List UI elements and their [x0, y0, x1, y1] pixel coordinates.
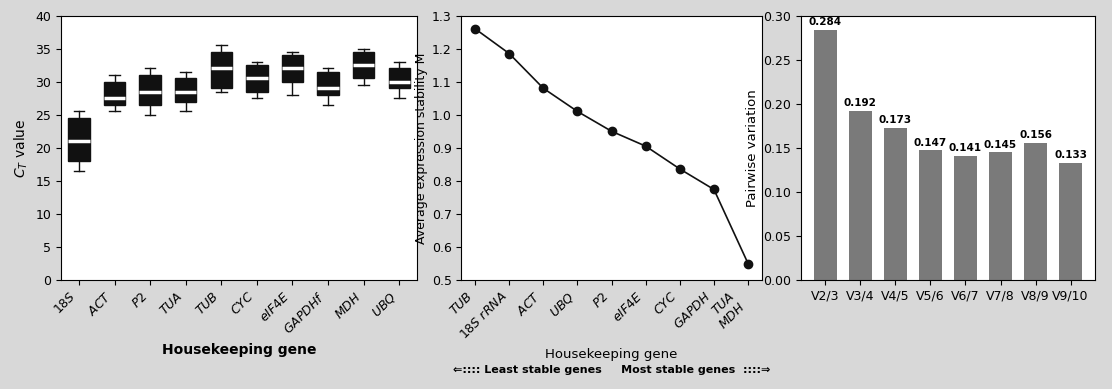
Bar	[814, 30, 837, 280]
PathPatch shape	[210, 52, 232, 88]
Text: 0.133: 0.133	[1054, 150, 1088, 160]
Text: 0.141: 0.141	[949, 143, 982, 153]
Y-axis label: $C_T$ value: $C_T$ value	[12, 118, 30, 178]
PathPatch shape	[353, 52, 375, 78]
PathPatch shape	[139, 75, 161, 105]
Text: 0.147: 0.147	[914, 138, 947, 148]
PathPatch shape	[103, 82, 126, 105]
Bar	[1059, 163, 1082, 280]
PathPatch shape	[175, 78, 197, 102]
PathPatch shape	[388, 68, 410, 88]
Bar	[920, 151, 942, 280]
Y-axis label: Average expression stability M: Average expression stability M	[415, 52, 428, 244]
Text: 0.156: 0.156	[1019, 130, 1052, 140]
Text: ⇐:::: Least stable genes     Most stable genes  ::::⇒: ⇐:::: Least stable genes Most stable gen…	[453, 365, 771, 375]
X-axis label: Housekeeping gene: Housekeeping gene	[545, 347, 678, 361]
Y-axis label: Pairwise variation: Pairwise variation	[746, 89, 758, 207]
Text: 0.284: 0.284	[808, 17, 842, 27]
Bar	[884, 128, 906, 280]
Text: 0.173: 0.173	[878, 115, 912, 125]
PathPatch shape	[68, 118, 90, 161]
Bar	[954, 156, 976, 280]
Text: 0.192: 0.192	[844, 98, 877, 108]
Bar	[850, 111, 872, 280]
PathPatch shape	[317, 72, 339, 95]
Text: 0.145: 0.145	[984, 140, 1017, 150]
PathPatch shape	[246, 65, 268, 91]
PathPatch shape	[281, 55, 304, 82]
X-axis label: Housekeeping gene: Housekeeping gene	[162, 343, 316, 357]
Bar	[990, 152, 1012, 280]
Bar	[1024, 142, 1046, 280]
